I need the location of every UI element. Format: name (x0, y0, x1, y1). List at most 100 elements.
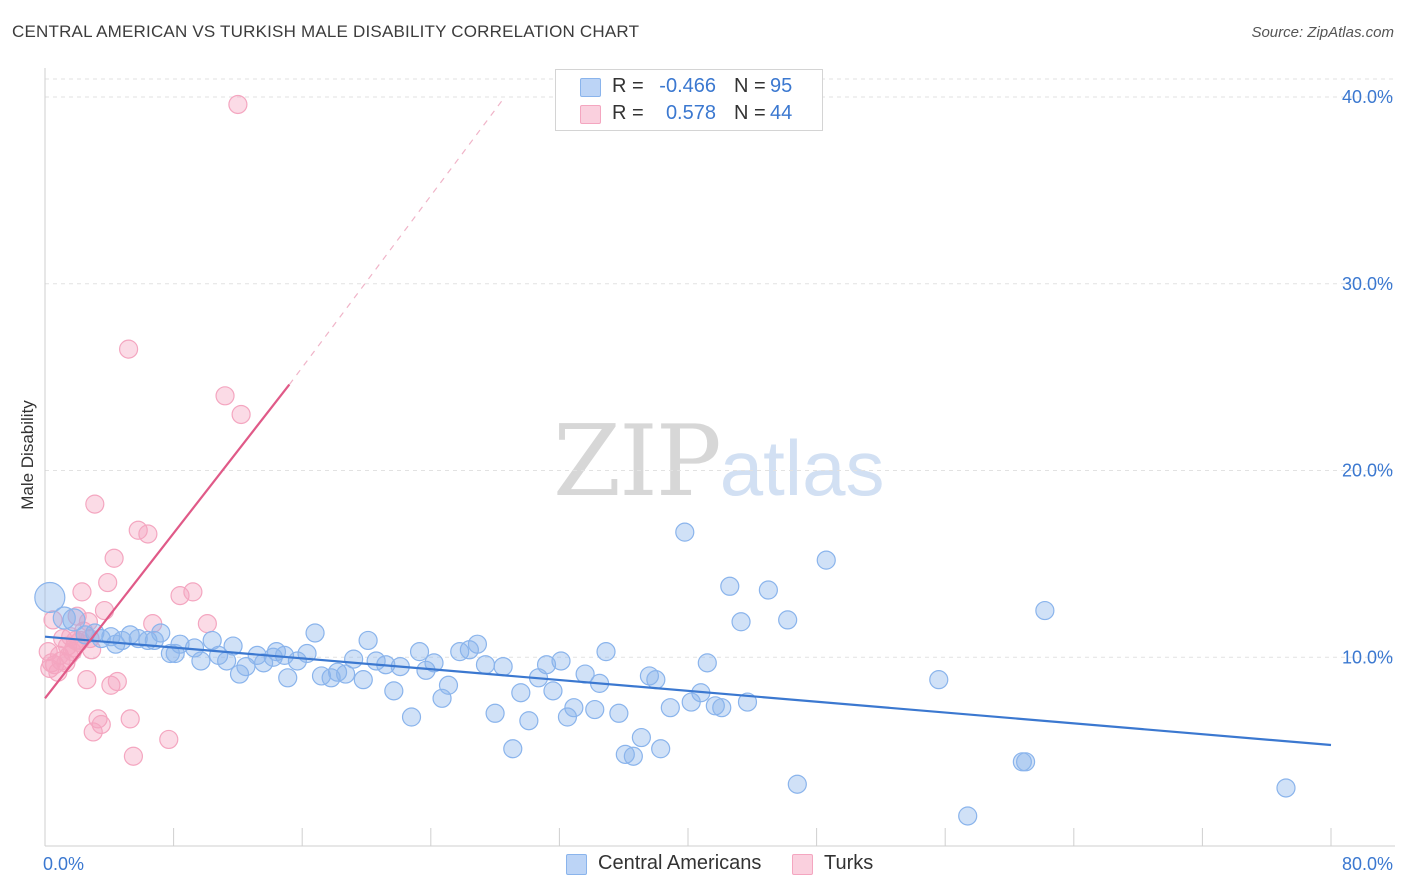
bottom-legend-swatch-blue (566, 854, 587, 875)
point-central-american (585, 699, 605, 720)
point-central-american (62, 608, 86, 632)
point-turk (228, 94, 248, 115)
point-central-american (1276, 778, 1296, 798)
point-turk (231, 404, 251, 425)
point-central-american (34, 581, 66, 614)
point-central-american (536, 655, 557, 675)
legend-n-label: N = (734, 102, 766, 124)
watermark: ZIPatlas (553, 405, 885, 519)
point-central-american (731, 612, 751, 632)
point-central-american (1015, 752, 1036, 772)
point-central-american (305, 623, 325, 643)
watermark-atlas: atlas (719, 424, 885, 512)
y-tick-label: 40.0% (1342, 87, 1393, 107)
trend-lines (44, 96, 1332, 747)
point-central-american (929, 670, 949, 690)
point-central-american (467, 634, 488, 654)
legend-r-label: R = (612, 102, 644, 124)
point-turk (128, 520, 148, 540)
point-central-american (278, 668, 298, 688)
watermark-zip: ZIP (553, 405, 722, 519)
point-central-american (475, 655, 496, 675)
point-turk (138, 524, 158, 544)
y-tick-label: 10.0% (1342, 647, 1393, 667)
trend-extension-turks (288, 96, 506, 385)
point-central-american (344, 649, 364, 669)
y-tick-label: 20.0% (1342, 461, 1393, 481)
x-tick-label: 80.0% (1342, 854, 1393, 874)
point-turk (41, 653, 62, 673)
bottom-legend-label: Turks (824, 852, 874, 874)
point-turk (91, 714, 111, 735)
point-central-american (438, 675, 459, 695)
point-central-american (128, 628, 148, 649)
point-turk (123, 746, 144, 766)
point-central-american (551, 651, 571, 671)
gridlines (45, 78, 1395, 658)
point-central-american (675, 522, 695, 542)
point-central-american (401, 707, 422, 727)
legend-n-value: 95 (770, 75, 793, 97)
point-central-american (327, 662, 348, 682)
point-central-american (631, 727, 651, 748)
point-central-american (705, 696, 725, 716)
point-turk (77, 670, 97, 690)
axes (44, 68, 1395, 847)
point-turk (104, 548, 124, 568)
point-central-american (311, 666, 332, 686)
point-central-american (358, 630, 378, 651)
trend-line-turks (44, 383, 291, 700)
point-central-american (758, 580, 778, 600)
point-central-american (254, 653, 274, 673)
data-points (34, 94, 1296, 826)
tick-labels: 10.0% 20.0% 30.0% 40.0% 0.0% 80.0% (43, 87, 1393, 874)
point-central-american (958, 806, 978, 826)
point-turk (98, 572, 118, 593)
point-central-american (384, 681, 404, 701)
point-central-american (660, 698, 680, 718)
point-central-american (609, 703, 629, 723)
point-central-american (493, 656, 513, 677)
point-turk (159, 729, 179, 750)
legend-r-value: -0.466 (659, 75, 716, 97)
point-central-american (697, 653, 717, 673)
point-central-american (409, 642, 430, 662)
point-central-american (737, 692, 758, 712)
point-central-american (519, 711, 539, 731)
point-central-american (615, 744, 635, 764)
chart-title: CENTRAL AMERICAN VS TURKISH MALE DISABIL… (12, 22, 640, 41)
point-central-american (336, 664, 356, 684)
y-tick-label: 30.0% (1342, 274, 1393, 294)
legend-r-value: 0.578 (665, 102, 716, 124)
point-central-american (646, 670, 666, 690)
trend-line-central-americans (44, 635, 1332, 747)
legend-swatch-pink (580, 105, 601, 124)
x-tick-label: 0.0% (43, 854, 84, 874)
legend-swatch-blue (580, 78, 601, 97)
point-turk (72, 582, 92, 602)
point-central-american (223, 636, 243, 656)
point-central-american (485, 703, 505, 723)
legend-n-value: 44 (770, 102, 793, 124)
point-turk (183, 582, 203, 602)
bottom-legend-swatch-pink (792, 854, 813, 875)
point-central-american (503, 739, 523, 759)
legend-n-label: N = (734, 75, 766, 97)
point-central-american (151, 623, 171, 643)
point-turk (170, 586, 190, 606)
point-turk (88, 709, 108, 729)
legend-r-label: R = (612, 75, 644, 97)
point-central-american (787, 774, 807, 794)
legend-row-central-americans: R = -0.466 N = 95 (556, 74, 822, 100)
point-central-american (596, 642, 616, 662)
legend-row-turks: R = 0.578 N = 44 (556, 101, 822, 127)
point-central-american (651, 739, 671, 759)
point-central-american (778, 610, 798, 630)
point-central-american (511, 683, 531, 703)
point-central-american (191, 651, 211, 671)
point-central-american (712, 698, 732, 718)
point-central-american (52, 606, 76, 630)
point-central-american (450, 642, 470, 662)
point-central-american (353, 670, 373, 690)
